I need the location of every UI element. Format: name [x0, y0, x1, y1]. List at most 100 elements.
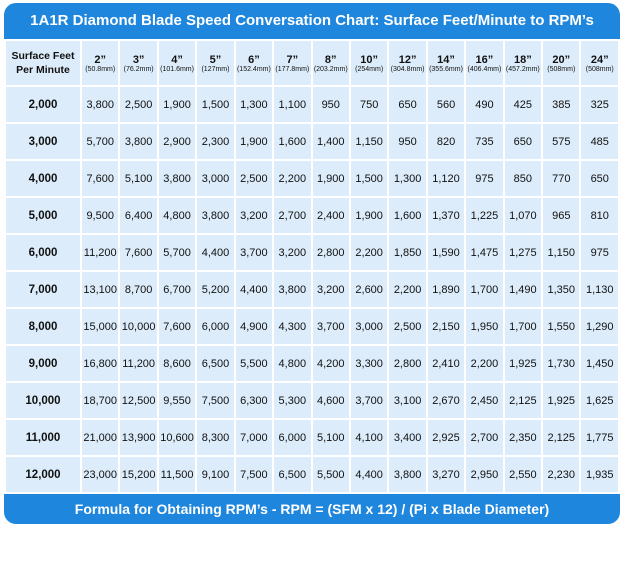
rpm-cell: 10,000 [118, 307, 159, 346]
rpm-cell: 1,550 [541, 307, 582, 346]
rpm-cell: 5,500 [233, 344, 275, 383]
rpm-cell: 1,300 [233, 85, 275, 124]
rpm-cell: 2,200 [464, 344, 505, 383]
rpm-cell: 650 [387, 85, 428, 124]
rpm-cell: 3,200 [310, 270, 351, 309]
rpm-cell: 1,950 [464, 307, 505, 346]
table-row: 5,000 9,500 6,400 4,800 3,800 3,200 2,700 2,400… [4, 196, 620, 235]
rpm-cell: 3,700 [233, 233, 275, 272]
blade-size: 10” [360, 53, 379, 66]
rpm-cell: 13,900 [118, 418, 159, 457]
column-header: 10” (254mm) [348, 39, 390, 87]
blade-mm: (50.8mm) [85, 65, 116, 73]
rpm-cell: 13,100 [79, 270, 121, 309]
column-header: 14” (355.6mm) [425, 39, 467, 87]
rpm-cell: 2,900 [156, 122, 198, 161]
sfm-cell: 9,000 [4, 344, 82, 383]
rpm-cell: 2,800 [310, 233, 351, 272]
rpm-cell: 1,450 [579, 344, 620, 383]
rpm-cell: 5,200 [195, 270, 236, 309]
blade-mm: (355.6mm) [429, 65, 463, 73]
sfm-cell: 11,000 [4, 418, 82, 457]
rpm-cell: 1,925 [502, 344, 544, 383]
sfm-cell: 5,000 [4, 196, 82, 235]
rpm-cell: 4,400 [195, 233, 236, 272]
rpm-cell: 4,800 [272, 344, 313, 383]
rpm-cell: 6,500 [272, 455, 313, 494]
rpm-cell: 1,600 [387, 196, 428, 235]
rpm-cell: 1,150 [348, 122, 390, 161]
rpm-cell: 9,550 [156, 381, 198, 420]
rpm-cell: 6,700 [156, 270, 198, 309]
column-header: 2” (50.8mm) [79, 39, 121, 87]
rpm-cell: 735 [464, 122, 505, 161]
blade-mm: (76.2mm) [123, 65, 154, 73]
blade-size: 12” [398, 53, 417, 66]
table-row: 6,000 11,200 7,600 5,700 4,400 3,700 3,200 2,80… [4, 233, 620, 272]
rpm-cell: 2,500 [387, 307, 428, 346]
table-row: 9,000 16,800 11,200 8,600 6,500 5,500 4,800 4,2… [4, 344, 620, 383]
column-header: 12” (304.8mm) [387, 39, 428, 87]
corner-header: Surface Feet Per Minute [4, 39, 82, 87]
corner-line: Per Minute [16, 64, 70, 76]
rpm-cell: 1,900 [348, 196, 390, 235]
rpm-cell: 650 [579, 159, 620, 198]
rpm-cell: 2,125 [502, 381, 544, 420]
rpm-cell: 750 [348, 85, 390, 124]
rpm-cell: 1,370 [425, 196, 467, 235]
rpm-cell: 2,200 [348, 233, 390, 272]
table-row: 8,000 15,000 10,000 7,600 6,000 4,900 4,300 3,7… [4, 307, 620, 346]
rpm-cell: 5,700 [156, 233, 198, 272]
rpm-cell: 385 [541, 85, 582, 124]
rpm-cell: 4,600 [310, 381, 351, 420]
rpm-cell: 485 [579, 122, 620, 161]
rpm-cell: 8,700 [118, 270, 159, 309]
rpm-cell: 2,230 [541, 455, 582, 494]
rpm-cell: 6,000 [272, 418, 313, 457]
rpm-cell: 1,925 [541, 381, 582, 420]
rpm-cell: 3,700 [310, 307, 351, 346]
sfm-cell: 8,000 [4, 307, 82, 346]
sfm-cell: 10,000 [4, 381, 82, 420]
rpm-cell: 2,500 [118, 85, 159, 124]
rpm-cell: 1,600 [272, 122, 313, 161]
rpm-cell: 5,100 [118, 159, 159, 198]
rpm-cell: 1,120 [425, 159, 467, 198]
blade-mm: (406.4mm) [467, 65, 502, 73]
rpm-cell: 2,800 [387, 344, 428, 383]
rpm-cell: 560 [425, 85, 467, 124]
rpm-cell: 950 [387, 122, 428, 161]
rpm-cell: 6,400 [118, 196, 159, 235]
rpm-cell: 2,125 [541, 418, 582, 457]
rpm-cell: 7,600 [118, 233, 159, 272]
sfm-cell: 12,000 [4, 455, 82, 494]
blade-size: 5” [209, 53, 222, 66]
rpm-cell: 2,410 [425, 344, 467, 383]
rpm-cell: 1,900 [156, 85, 198, 124]
table-row: 2,000 3,800 2,500 1,900 1,500 1,300 1,100 950 75… [4, 85, 620, 124]
rpm-cell: 1,490 [502, 270, 544, 309]
rpm-cell: 1,130 [579, 270, 620, 309]
rpm-cell: 3,270 [425, 455, 467, 494]
rpm-cell: 5,500 [310, 455, 351, 494]
rpm-cell: 1,070 [502, 196, 544, 235]
rpm-cell: 425 [502, 85, 544, 124]
rpm-cell: 7,000 [233, 418, 275, 457]
sfm-cell: 4,000 [4, 159, 82, 198]
rpm-cell: 3,800 [387, 455, 428, 494]
rpm-cell: 7,600 [79, 159, 121, 198]
rpm-cell: 2,550 [502, 455, 544, 494]
rpm-cell: 810 [579, 196, 620, 235]
rpm-cell: 1,300 [387, 159, 428, 198]
rpm-cell: 5,100 [310, 418, 351, 457]
rpm-cell: 11,500 [156, 455, 198, 494]
rpm-cell: 2,925 [425, 418, 467, 457]
blade-mm: (203.2mm) [313, 65, 348, 73]
chart-panel: 1A1R Diamond Blade Speed Conversation Ch… [4, 3, 620, 524]
blade-size: 14” [437, 53, 455, 66]
rpm-cell: 1,700 [464, 270, 505, 309]
blade-size: 7” [286, 53, 299, 66]
rpm-cell: 6,000 [195, 307, 236, 346]
blade-mm: (254mm) [355, 65, 384, 73]
